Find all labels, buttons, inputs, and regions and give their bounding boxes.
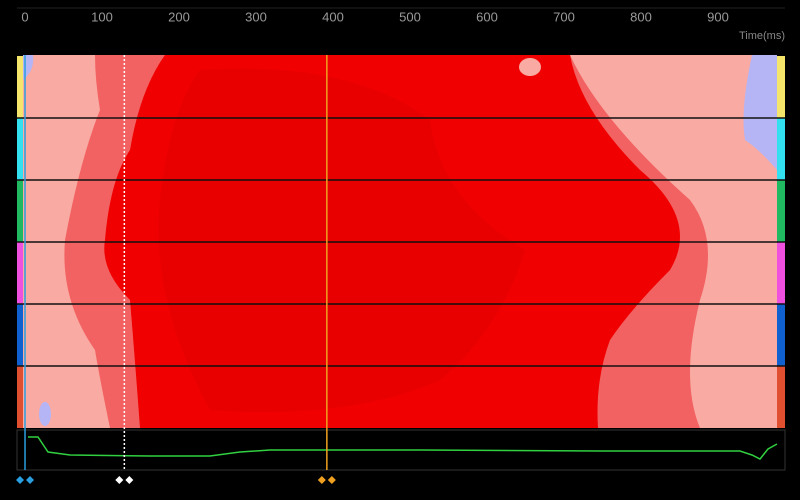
x-tick-label: 700 [553, 9, 575, 24]
row-strips [17, 56, 785, 428]
heat-spot [519, 58, 541, 76]
x-tick-label: 200 [168, 9, 190, 24]
heat-low [39, 402, 51, 426]
x-tick-label: 800 [630, 9, 652, 24]
x-tick-label: 300 [245, 9, 267, 24]
x-tick-label: 0 [21, 9, 28, 24]
row-strip [17, 118, 23, 180]
row-strip [777, 304, 785, 366]
row-strip [777, 242, 785, 304]
x-tick-label: 400 [322, 9, 344, 24]
trace-line [28, 436, 778, 460]
x-tick-label: 900 [707, 9, 729, 24]
row-strip [777, 118, 785, 180]
row-dividers [17, 117, 785, 367]
cursor-handle[interactable] [16, 476, 35, 484]
row-strip [777, 366, 785, 428]
cursors [16, 55, 336, 484]
row-strip [17, 304, 23, 366]
x-tick-label: 600 [476, 9, 498, 24]
heat-peak [158, 68, 526, 413]
cursor-handle[interactable] [115, 476, 134, 484]
heat-low [743, 55, 777, 170]
cursor-handle[interactable] [317, 476, 336, 484]
axis-label: Time(ms) [739, 30, 785, 42]
row-strip [777, 180, 785, 242]
row-strip [777, 56, 785, 118]
row-strip [17, 56, 23, 118]
x-tick-label: 100 [91, 9, 113, 24]
row-strip [17, 180, 23, 242]
x-tick-label: 500 [399, 9, 421, 24]
row-strip [17, 366, 23, 428]
row-strip [17, 242, 23, 304]
